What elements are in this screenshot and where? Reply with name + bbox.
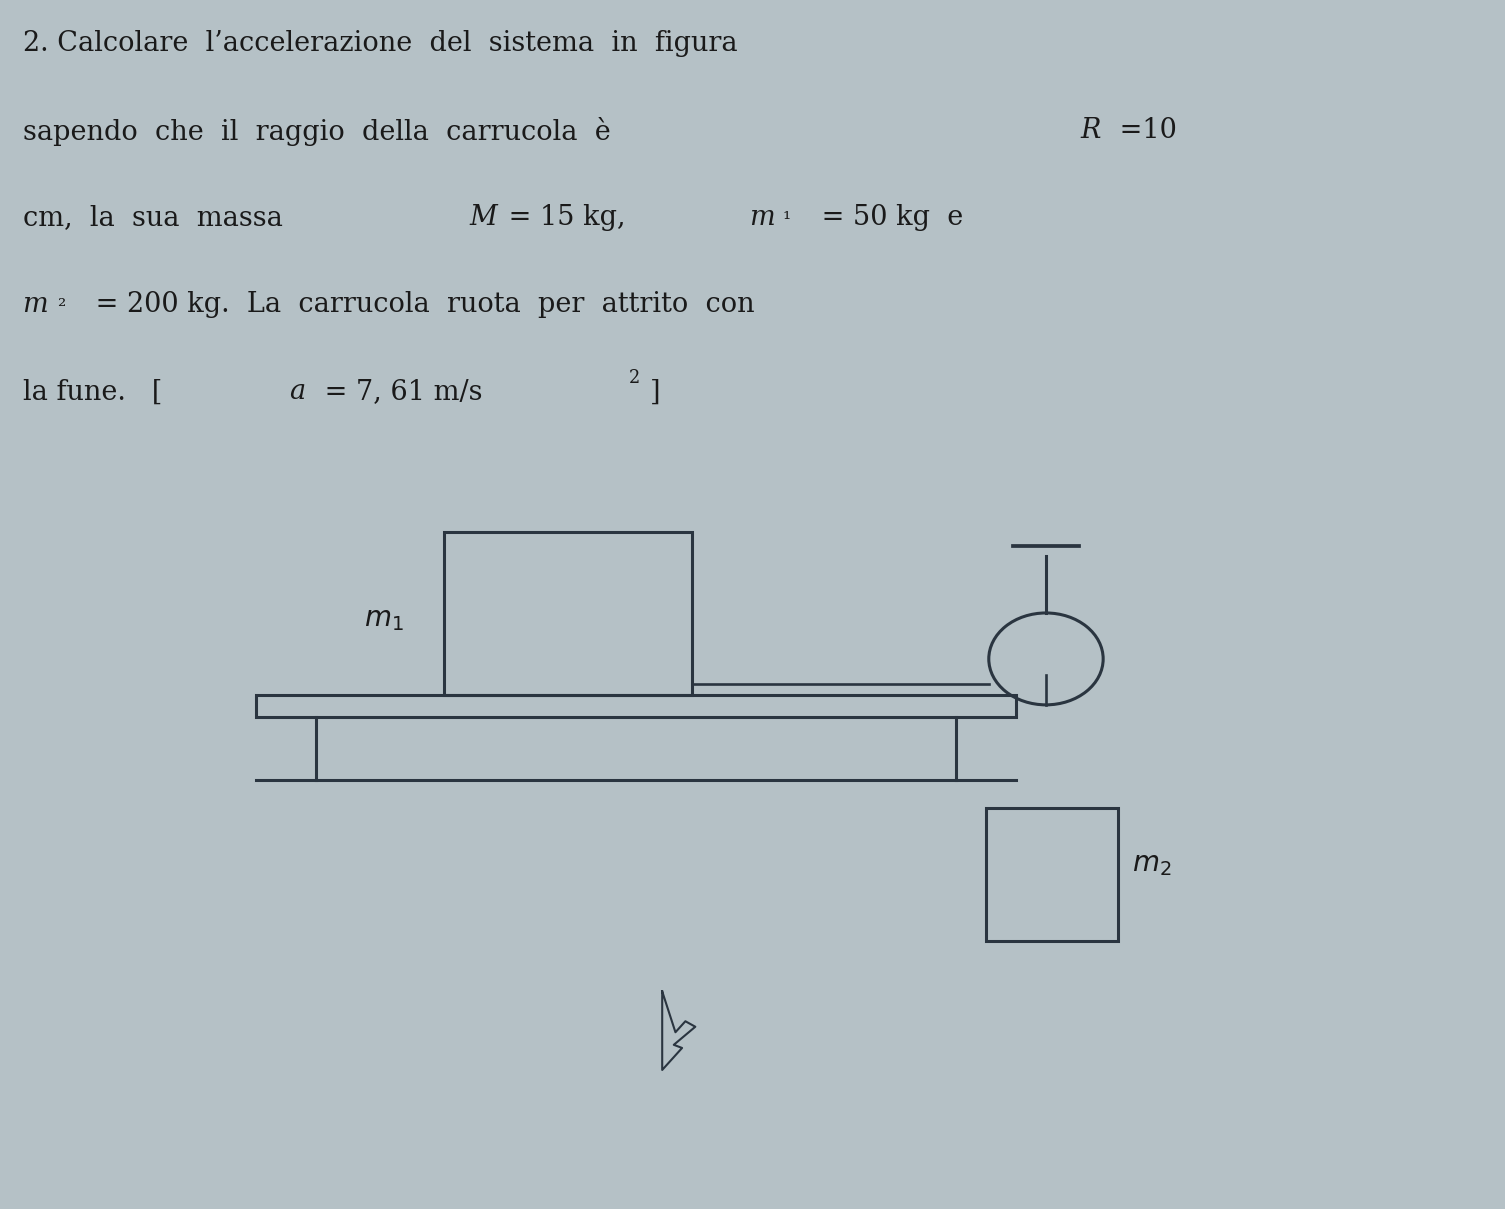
Text: =10: =10 [1111, 117, 1177, 144]
Text: m: m [23, 291, 48, 318]
Text: m: m [749, 204, 775, 231]
Text: 2: 2 [629, 369, 640, 387]
Text: 2. Calcolare  l’accelerazione  del  sistema  in  figura: 2. Calcolare l’accelerazione del sistema… [23, 30, 737, 57]
Text: ]: ] [650, 378, 661, 405]
Bar [444, 532, 692, 695]
Text: R: R [1081, 117, 1102, 144]
Text: cm,  la  sua  massa: cm, la sua massa [23, 204, 299, 231]
Text: ₁: ₁ [783, 204, 790, 224]
Text: M: M [470, 204, 497, 231]
Text: = 50 kg  e: = 50 kg e [813, 204, 963, 231]
Text: = 15 kg,: = 15 kg, [500, 204, 643, 231]
Bar [986, 808, 1118, 941]
Text: sapendo  che  il  raggio  della  carrucola  è: sapendo che il raggio della carrucola è [23, 117, 628, 146]
Text: $m_1$: $m_1$ [364, 606, 403, 632]
Text: la fune.   [: la fune. [ [23, 378, 163, 405]
Text: = 7, 61 m/s: = 7, 61 m/s [316, 378, 483, 405]
Text: a: a [289, 378, 306, 405]
Bar [256, 695, 1016, 717]
Text: ₂: ₂ [57, 291, 65, 311]
Text: $m_2$: $m_2$ [1132, 851, 1171, 878]
Text: = 200 kg.  La  carrucola  ruota  per  attrito  con: = 200 kg. La carrucola ruota per attrito… [87, 291, 756, 318]
